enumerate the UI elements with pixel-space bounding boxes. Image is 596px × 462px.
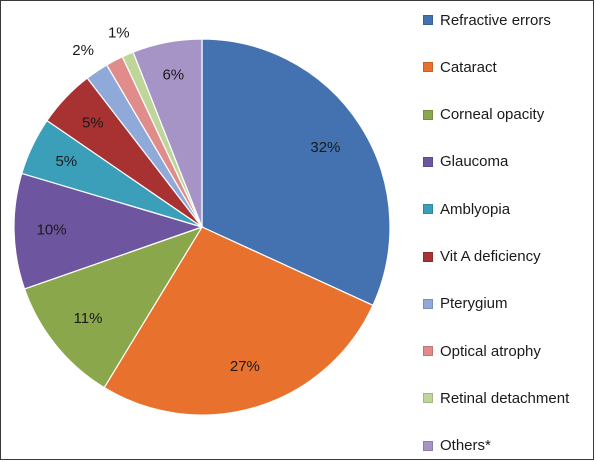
legend-swatch bbox=[423, 393, 433, 404]
legend-swatch bbox=[423, 346, 433, 357]
data-label-4: 10% bbox=[37, 221, 67, 238]
legend-item: Refractive errors bbox=[423, 8, 551, 32]
legend-swatch bbox=[423, 109, 433, 120]
legend-label: Refractive errors bbox=[440, 11, 551, 29]
legend-item: Pterygium bbox=[423, 292, 508, 316]
pie-slice-3 bbox=[23, 225, 204, 389]
legend-label: Cataract bbox=[440, 58, 497, 76]
legend-item: Vit A deficiency bbox=[423, 245, 541, 269]
data-label-7: 2% bbox=[72, 42, 94, 59]
pie-data-labels: 32% 27% 11% 10% 5% 5% 2% 1% 6% bbox=[37, 25, 341, 376]
pie-slice-2 bbox=[103, 226, 374, 416]
legend-swatch bbox=[423, 298, 433, 309]
legend-item: Others* bbox=[423, 434, 491, 458]
data-label-9: 1% bbox=[108, 25, 130, 42]
pie-slice-10 bbox=[132, 38, 203, 228]
data-label-2: 27% bbox=[230, 358, 260, 375]
data-label-5: 5% bbox=[55, 153, 77, 170]
legend-label: Pterygium bbox=[440, 295, 508, 313]
data-label-10: 6% bbox=[162, 66, 184, 83]
pie-slice-1 bbox=[201, 38, 391, 307]
legend-swatch bbox=[423, 62, 433, 73]
pie-slices bbox=[13, 38, 391, 416]
legend-swatch bbox=[423, 251, 433, 262]
data-label-6: 5% bbox=[82, 115, 104, 132]
legend-item: Glaucoma bbox=[423, 150, 508, 174]
legend-label: Vit A deficiency bbox=[440, 248, 541, 265]
legend-item: Amblyopia bbox=[423, 197, 510, 221]
legend-label: Retinal detachment bbox=[440, 389, 570, 407]
legend-item: Cataract bbox=[423, 55, 497, 79]
legend-swatch bbox=[423, 440, 433, 451]
legend-item: Retinal detachment bbox=[423, 386, 569, 410]
legend-label: Optical atrophy bbox=[440, 342, 541, 360]
legend-label: Glaucoma bbox=[440, 153, 509, 171]
legend-swatch bbox=[423, 156, 433, 167]
data-label-3: 11% bbox=[74, 310, 103, 327]
legend-swatch bbox=[423, 15, 433, 25]
pie-slice-4 bbox=[13, 172, 204, 290]
legend-label: Amblyopia bbox=[440, 200, 511, 218]
legend-label: Corneal opacity bbox=[440, 106, 545, 124]
data-label-1: 32% bbox=[310, 139, 340, 156]
legend-swatch bbox=[423, 204, 433, 215]
legend-item: Corneal opacity bbox=[423, 103, 544, 127]
legend-label: Others* bbox=[440, 437, 491, 455]
legend-item: Optical atrophy bbox=[423, 339, 541, 363]
